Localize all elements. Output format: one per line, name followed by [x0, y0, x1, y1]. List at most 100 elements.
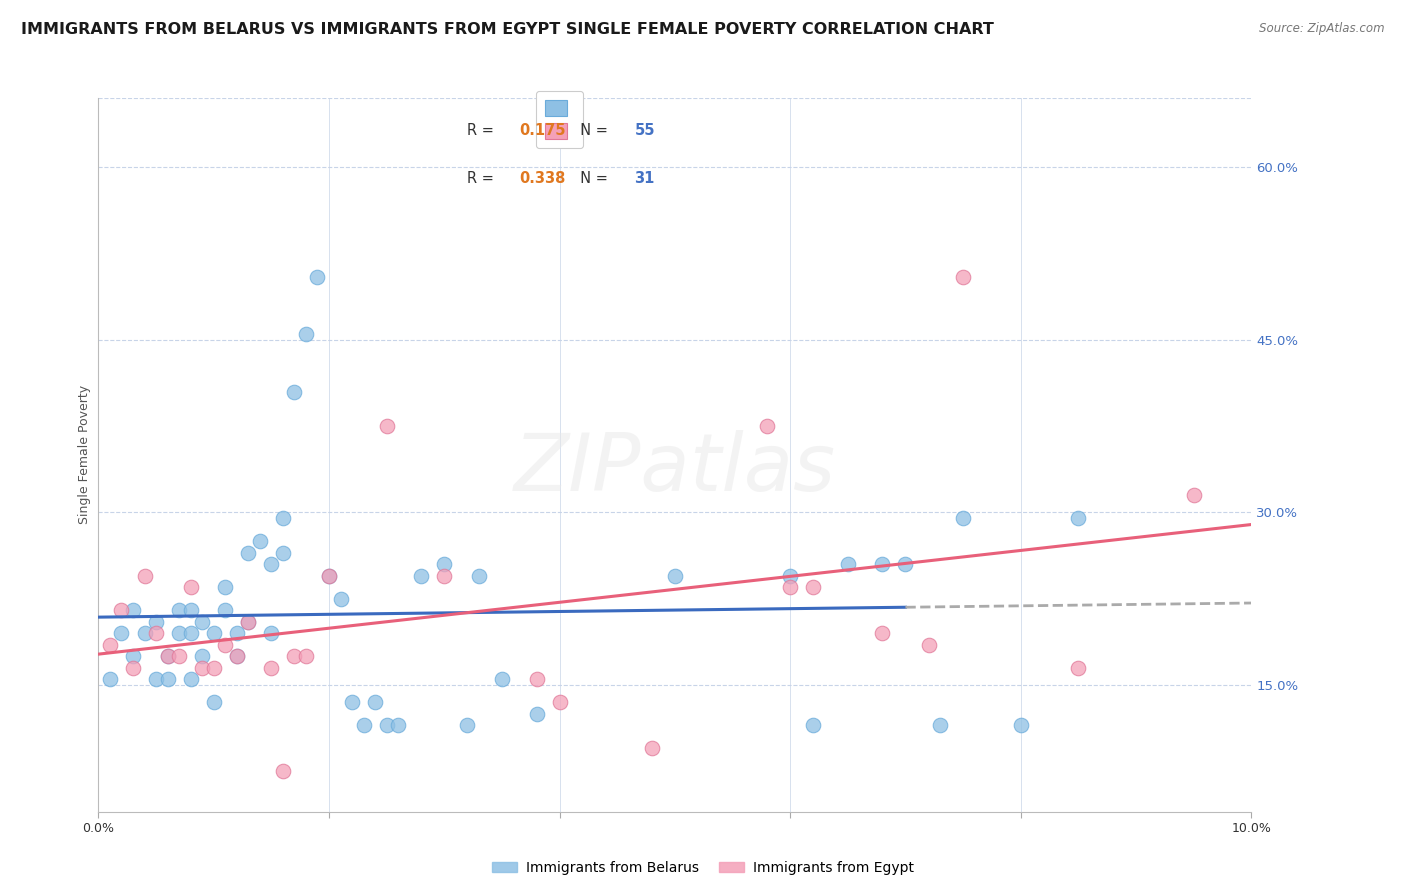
Point: [929, 718, 952, 732]
Point: [225, 649, 247, 664]
Point: [180, 603, 202, 617]
Point: [917, 638, 939, 652]
Point: [1010, 718, 1032, 732]
Point: [122, 603, 145, 617]
Text: N =: N =: [571, 171, 613, 186]
Point: [191, 661, 214, 675]
Point: [318, 568, 340, 582]
Point: [180, 673, 202, 687]
Point: [110, 603, 132, 617]
Point: [1067, 661, 1090, 675]
Point: [283, 649, 305, 664]
Text: N =: N =: [571, 123, 613, 137]
Point: [180, 626, 202, 640]
Point: [122, 649, 145, 664]
Point: [238, 546, 260, 560]
Point: [191, 649, 214, 664]
Point: [387, 718, 409, 732]
Point: [167, 603, 190, 617]
Point: [641, 741, 664, 756]
Point: [214, 603, 236, 617]
Point: [411, 568, 433, 582]
Point: [202, 661, 225, 675]
Point: [98, 638, 121, 652]
Point: [225, 626, 247, 640]
Point: [134, 568, 156, 582]
Text: R =: R =: [467, 171, 499, 186]
Point: [225, 649, 247, 664]
Text: 55: 55: [634, 123, 655, 137]
Point: [952, 511, 974, 525]
Point: [526, 706, 548, 721]
Text: 0.175: 0.175: [519, 123, 565, 137]
Point: [779, 580, 801, 594]
Point: [167, 649, 190, 664]
Text: ZIPatlas: ZIPatlas: [513, 430, 837, 508]
Point: [375, 718, 398, 732]
Point: [283, 384, 305, 399]
Point: [779, 568, 801, 582]
Point: [664, 568, 686, 582]
Point: [134, 626, 156, 640]
Point: [156, 649, 179, 664]
Point: [249, 534, 271, 549]
Text: IMMIGRANTS FROM BELARUS VS IMMIGRANTS FROM EGYPT SINGLE FEMALE POVERTY CORRELATI: IMMIGRANTS FROM BELARUS VS IMMIGRANTS FR…: [21, 22, 994, 37]
Point: [238, 615, 260, 629]
Point: [894, 558, 917, 572]
Point: [260, 661, 283, 675]
Point: [167, 626, 190, 640]
Point: [180, 580, 202, 594]
Point: [375, 419, 398, 434]
Point: [456, 718, 478, 732]
Point: [1182, 488, 1205, 502]
Point: [526, 673, 548, 687]
Point: [872, 626, 894, 640]
Point: [145, 673, 167, 687]
Point: [837, 558, 859, 572]
Point: [364, 695, 387, 709]
Point: [156, 649, 179, 664]
Point: [801, 718, 824, 732]
Y-axis label: Single Female Poverty: Single Female Poverty: [79, 385, 91, 524]
Point: [756, 419, 779, 434]
Point: [156, 673, 179, 687]
Point: [238, 615, 260, 629]
Point: [329, 591, 352, 606]
Point: [353, 718, 375, 732]
Text: 31: 31: [634, 171, 655, 186]
Point: [214, 638, 236, 652]
Point: [433, 558, 456, 572]
Point: [491, 673, 513, 687]
Point: [260, 626, 283, 640]
Legend: , : ,: [536, 91, 583, 148]
Point: [145, 626, 167, 640]
Point: [145, 615, 167, 629]
Point: [98, 673, 121, 687]
Point: [260, 558, 283, 572]
Point: [191, 615, 214, 629]
Point: [468, 568, 491, 582]
Point: [1067, 511, 1090, 525]
Point: [801, 580, 824, 594]
Text: 0.338: 0.338: [519, 171, 565, 186]
Point: [318, 568, 340, 582]
Legend: Immigrants from Belarus, Immigrants from Egypt: Immigrants from Belarus, Immigrants from…: [486, 855, 920, 880]
Point: [952, 269, 974, 284]
Point: [122, 661, 145, 675]
Text: Source: ZipAtlas.com: Source: ZipAtlas.com: [1260, 22, 1385, 36]
Point: [214, 580, 236, 594]
Text: R =: R =: [467, 123, 499, 137]
Point: [433, 568, 456, 582]
Point: [202, 626, 225, 640]
Point: [307, 269, 329, 284]
Point: [872, 558, 894, 572]
Point: [340, 695, 363, 709]
Point: [548, 695, 571, 709]
Point: [271, 546, 294, 560]
Point: [271, 511, 294, 525]
Point: [295, 327, 318, 342]
Point: [202, 695, 225, 709]
Point: [271, 764, 294, 779]
Point: [295, 649, 318, 664]
Point: [110, 626, 132, 640]
